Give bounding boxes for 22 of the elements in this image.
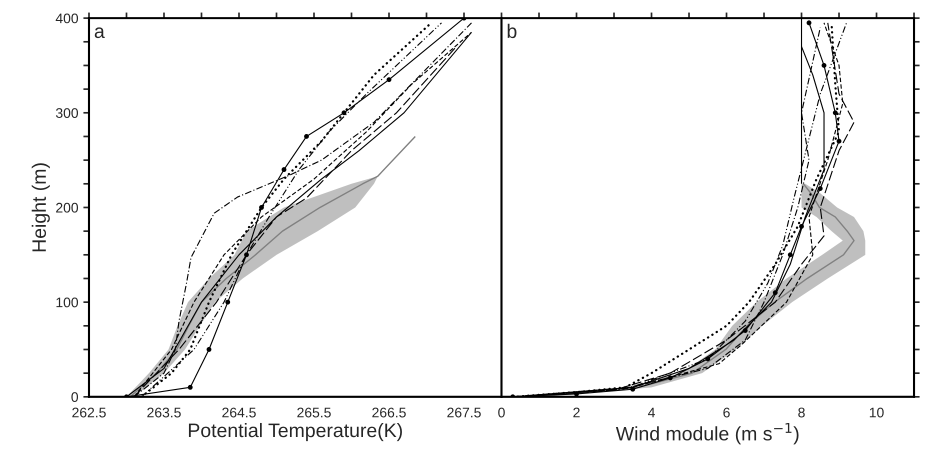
y-tick-label: 0 [71,392,78,402]
x-tick-label: 264.5 [222,408,256,418]
y-tick-label: 300 [56,108,78,118]
y-tick-label: 400 [56,13,78,24]
x-tick-label: 265.5 [297,408,331,418]
y-axis-title: Height (m) [32,163,50,252]
x-tick-label: 267.5 [447,408,481,418]
x-tick-label: 2 [573,408,580,418]
x-tick-label: 6 [723,408,730,418]
x-tick-label: 262.5 [72,408,106,418]
y-tick-label: 200 [56,202,78,213]
annotation: a [94,27,105,38]
x-tick-label: 263.5 [147,408,181,418]
y-tick-label: 100 [56,297,78,308]
x-tick-label: 4 [648,408,655,418]
x-axis-title: Potential Temperature(K) [188,422,402,442]
x-tick-label: 10 [870,408,884,418]
x-tick-label: 266.5 [372,408,406,418]
x-tick-label: 0 [498,408,505,418]
x-axis-title: Wind module (m s$^{−1}$) [616,422,799,444]
annotation: b [508,24,516,38]
x-tick-label: 8 [798,408,805,418]
